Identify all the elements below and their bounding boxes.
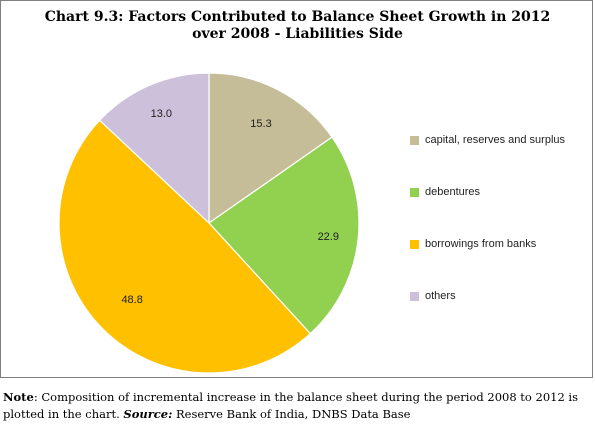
pie-value-label-2: 22.9: [318, 231, 339, 243]
pie-slice-3: [58, 119, 312, 374]
pie-labels: 15.3 22.9 48.8 13.0: [121, 108, 339, 306]
pie-value-label-3: 48.8: [121, 294, 142, 306]
legend-label-3: borrowings from banks: [425, 238, 537, 250]
legend-swatch-3: [410, 240, 419, 249]
legend-swatch-2: [410, 188, 419, 197]
pie-value-label-1: 15.3: [250, 118, 271, 130]
pie-value-label-4: 13.0: [151, 108, 172, 120]
chart-frame: Chart 9.3: Factors Contributed to Balanc…: [0, 0, 593, 378]
legend-label-1: capital, reserves and surplus: [425, 134, 566, 146]
legend-label-4: others: [425, 290, 456, 302]
pie-slice-4: [98, 72, 210, 225]
source-text: Reserve Bank of India, DNBS Data Base: [172, 407, 411, 421]
chart-note: Note: Composition of incremental increas…: [3, 389, 591, 423]
pie-slice-1: [208, 72, 333, 225]
legend-label-2: debentures: [425, 186, 481, 198]
note-text: : Composition of incremental increase in…: [3, 390, 579, 421]
pie-slices: [58, 72, 360, 374]
chart-title-line-2: over 2008 - Liabilities Side: [192, 26, 403, 42]
chart-title-line-1: Chart 9.3: Factors Contributed to Balanc…: [44, 9, 551, 25]
pie-chart: 15.3 22.9 48.8 13.0: [58, 72, 360, 374]
chart-title: Chart 9.3: Factors Contributed to Balanc…: [1, 9, 594, 43]
note-label: Note: [3, 390, 34, 404]
legend-swatch-1: [410, 136, 419, 145]
source-label: Source:: [123, 407, 173, 421]
legend-swatch-4: [410, 292, 419, 301]
pie-slice-2: [208, 136, 360, 335]
